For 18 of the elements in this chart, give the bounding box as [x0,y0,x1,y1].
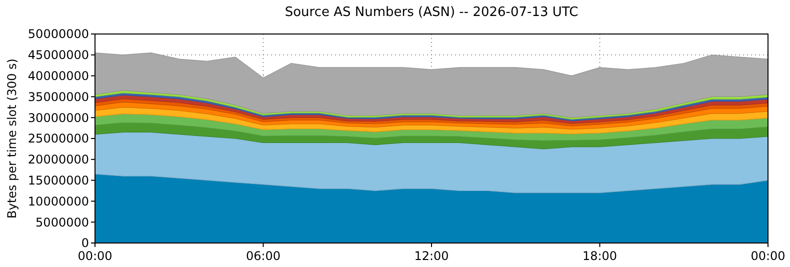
x-tick-label: 06:00 [246,249,281,263]
chart-title: Source AS Numbers (ASN) -- 2026-07-13 UTC [284,5,578,20]
y-tick-label: 15000000 [28,174,89,188]
y-axis-title: Bytes per time slot (300 s) [5,58,19,218]
y-tick-label: 25000000 [28,132,89,146]
y-tick-label: 0 [81,236,89,250]
y-tick-label: 5000000 [36,215,89,230]
y-tick-label: 20000000 [28,152,89,167]
y-tick-label: 10000000 [28,194,89,208]
x-tick-label: 12:00 [414,249,449,263]
y-tick-label: 45000000 [28,48,89,62]
y-tick-label: 50000000 [28,27,89,42]
x-tick-label: 00:00 [78,249,112,263]
y-tick-label: 30000000 [28,110,89,125]
y-tick-label: 40000000 [28,69,89,83]
y-tick-label: 35000000 [28,90,89,104]
x-tick-label: 00:00 [750,249,786,263]
x-tick-label: 18:00 [582,249,618,263]
